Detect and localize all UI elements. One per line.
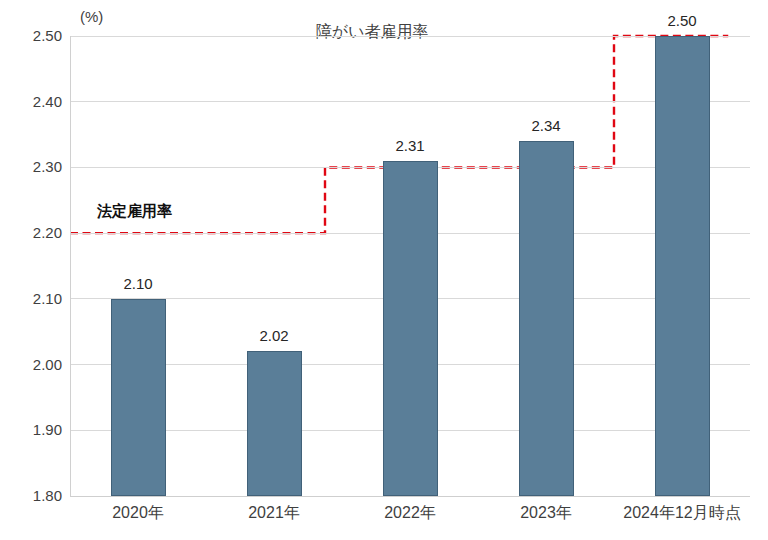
bar-value-label: 2.34 — [506, 117, 586, 134]
bar — [111, 299, 166, 496]
legal-rate-label: 法定雇用率 — [97, 202, 172, 221]
gridline — [70, 36, 750, 37]
bar — [383, 161, 438, 496]
bar — [519, 141, 574, 496]
y-axis-unit-label: (%) — [80, 8, 103, 25]
y-tick-label: 2.40 — [18, 93, 62, 110]
bar-value-label: 2.31 — [370, 137, 450, 154]
y-axis-line — [70, 36, 71, 496]
bar — [247, 351, 302, 496]
bar-value-label: 2.02 — [234, 327, 314, 344]
y-tick-label: 2.10 — [18, 290, 62, 307]
y-tick-label: 1.80 — [18, 487, 62, 504]
x-tick-label: 2024年12月時点 — [602, 503, 762, 524]
chart-title: 障がい者雇用率 — [272, 22, 472, 43]
bar-value-label: 2.10 — [98, 275, 178, 292]
y-tick-label: 2.20 — [18, 224, 62, 241]
bar — [655, 36, 710, 496]
employment-rate-chart: (%) 障がい者雇用率 法定雇用率 2.50 2.40 2.30 2.20 2.10 2.… — [0, 0, 768, 540]
y-tick-label: 2.50 — [18, 27, 62, 44]
bar-value-label: 2.50 — [642, 12, 722, 29]
y-tick-label: 1.90 — [18, 421, 62, 438]
gridline — [70, 101, 750, 102]
y-tick-label: 2.30 — [18, 158, 62, 175]
y-tick-label: 2.00 — [18, 356, 62, 373]
